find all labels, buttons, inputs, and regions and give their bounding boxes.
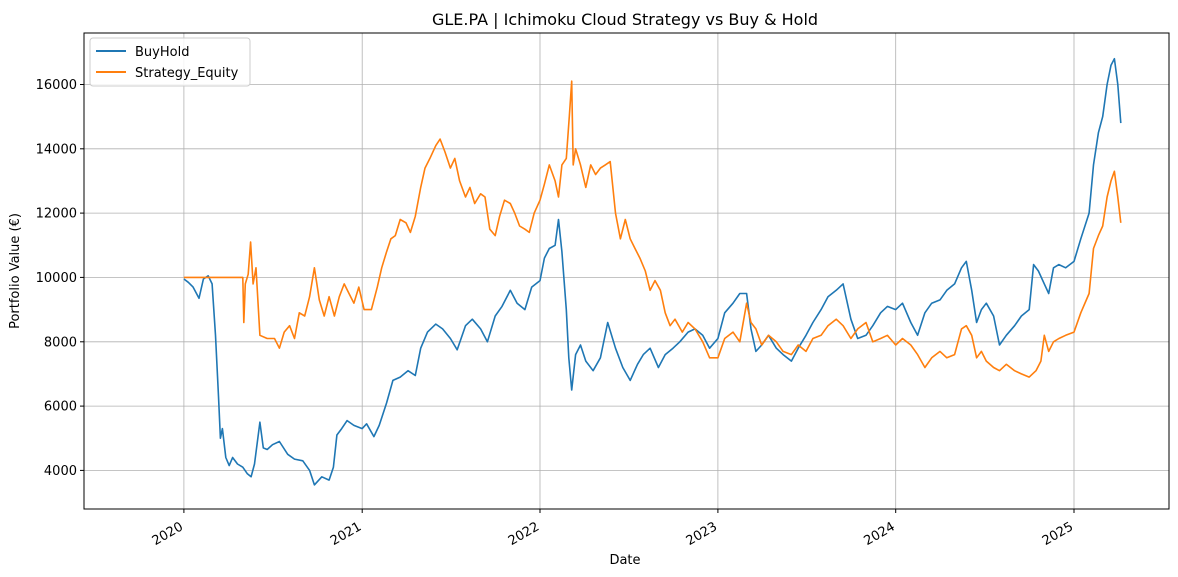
legend-box xyxy=(89,37,251,87)
series-line-buyhold xyxy=(183,57,1122,486)
y-tick-label: 12000 xyxy=(36,207,77,222)
plot-frame xyxy=(83,32,1170,510)
chart-title: GLE.PA | Ichimoku Cloud Strategy vs Buy … xyxy=(432,10,818,29)
y-axis: 4000 6000 8000 10000 12000 14000 16000 xyxy=(36,78,84,479)
y-tick-label: 6000 xyxy=(44,400,77,415)
legend: BuyHold Strategy_Equity xyxy=(89,37,251,87)
y-tick-label: 8000 xyxy=(44,335,77,350)
legend-label-strategy-equity: Strategy_Equity xyxy=(135,66,239,81)
legend-label-buyhold: BuyHold xyxy=(135,45,189,60)
y-tick-label: 10000 xyxy=(36,271,77,286)
grid xyxy=(84,33,1169,509)
y-tick-label: 16000 xyxy=(36,78,77,93)
series-layer xyxy=(183,57,1122,486)
series-line-strategy-equity xyxy=(183,80,1122,378)
y-axis-label: Portfolio Value (€) xyxy=(8,213,23,329)
x-axis-label: Date xyxy=(609,553,640,568)
y-tick-label: 4000 xyxy=(44,464,77,479)
y-tick-label: 14000 xyxy=(36,142,77,157)
